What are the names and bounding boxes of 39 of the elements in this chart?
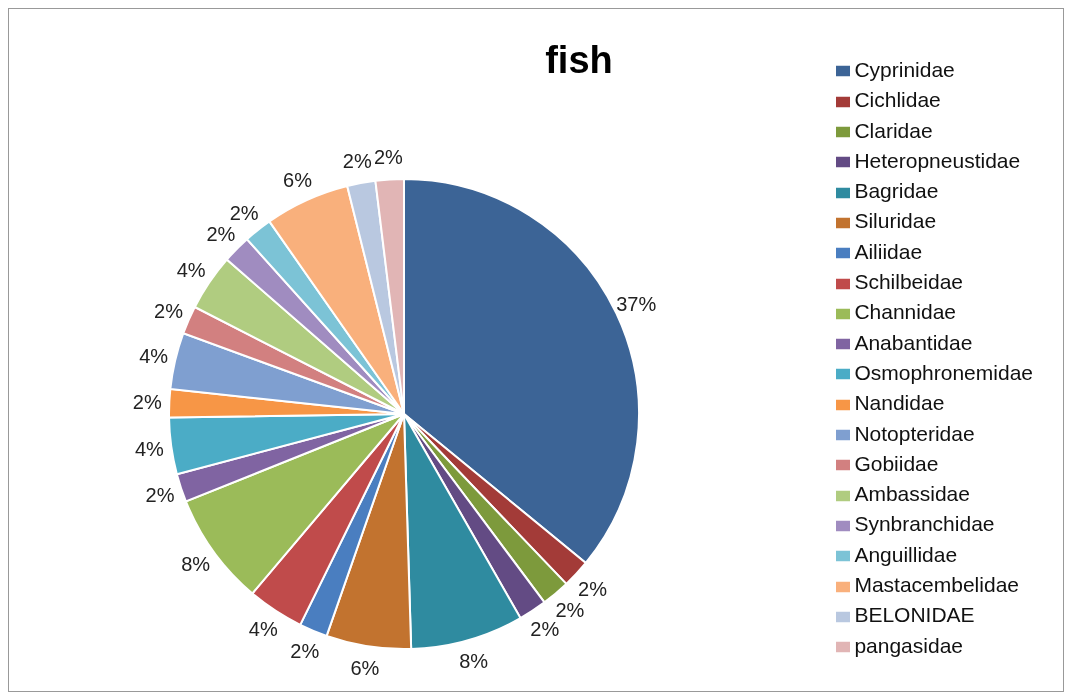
data-label: 8% xyxy=(181,553,211,576)
legend-label: Notopteridae xyxy=(854,421,975,445)
data-label: 2% xyxy=(229,201,259,224)
data-label: 2% xyxy=(342,150,372,173)
data-label: 6% xyxy=(283,169,313,192)
data-label: 2% xyxy=(578,577,608,600)
legend-label: Synbranchidae xyxy=(854,512,995,536)
legend-label: Heteropneustidae xyxy=(854,148,1021,172)
legend-label: Siluridae xyxy=(854,209,937,233)
data-label: 4% xyxy=(248,618,278,641)
data-label: 2% xyxy=(154,300,184,323)
legend-label: BELONIDAE xyxy=(854,603,975,627)
data-label: 4% xyxy=(134,438,165,461)
chart-title: fish xyxy=(544,39,614,82)
data-label: 2% xyxy=(145,483,175,506)
data-label: 37% xyxy=(616,293,657,316)
data-label: 6% xyxy=(350,657,380,680)
legend-label: Claridae xyxy=(854,118,933,142)
legend-label: Channidae xyxy=(854,300,956,324)
legend-label: Bagridae xyxy=(854,179,939,203)
data-label: 2% xyxy=(206,222,236,245)
legend-label: Ailiidae xyxy=(854,239,923,263)
legend-label: pangasidae xyxy=(854,633,964,657)
legend-label: Nandidae xyxy=(854,391,945,415)
legend-label: Cyprinidae xyxy=(854,58,955,81)
data-label: 8% xyxy=(459,650,489,673)
legend-label: Osmophronemidae xyxy=(854,360,1033,384)
data-label: 4% xyxy=(139,344,169,367)
legend-label: Anabantidae xyxy=(854,330,973,354)
data-label: 4% xyxy=(176,259,206,281)
legend-label: Ambassidae xyxy=(854,482,970,506)
legend-label: Gobiidae xyxy=(854,451,939,475)
data-label: 2% xyxy=(373,146,403,169)
data-label: 2% xyxy=(132,391,162,414)
legend-label: Mastacembelidae xyxy=(854,573,1019,597)
data-label: 2% xyxy=(290,640,320,663)
legend-label: Anguillidae xyxy=(854,542,958,566)
legend-label: Cichlidae xyxy=(854,88,941,112)
legend-label: Schilbeidae xyxy=(854,270,963,294)
